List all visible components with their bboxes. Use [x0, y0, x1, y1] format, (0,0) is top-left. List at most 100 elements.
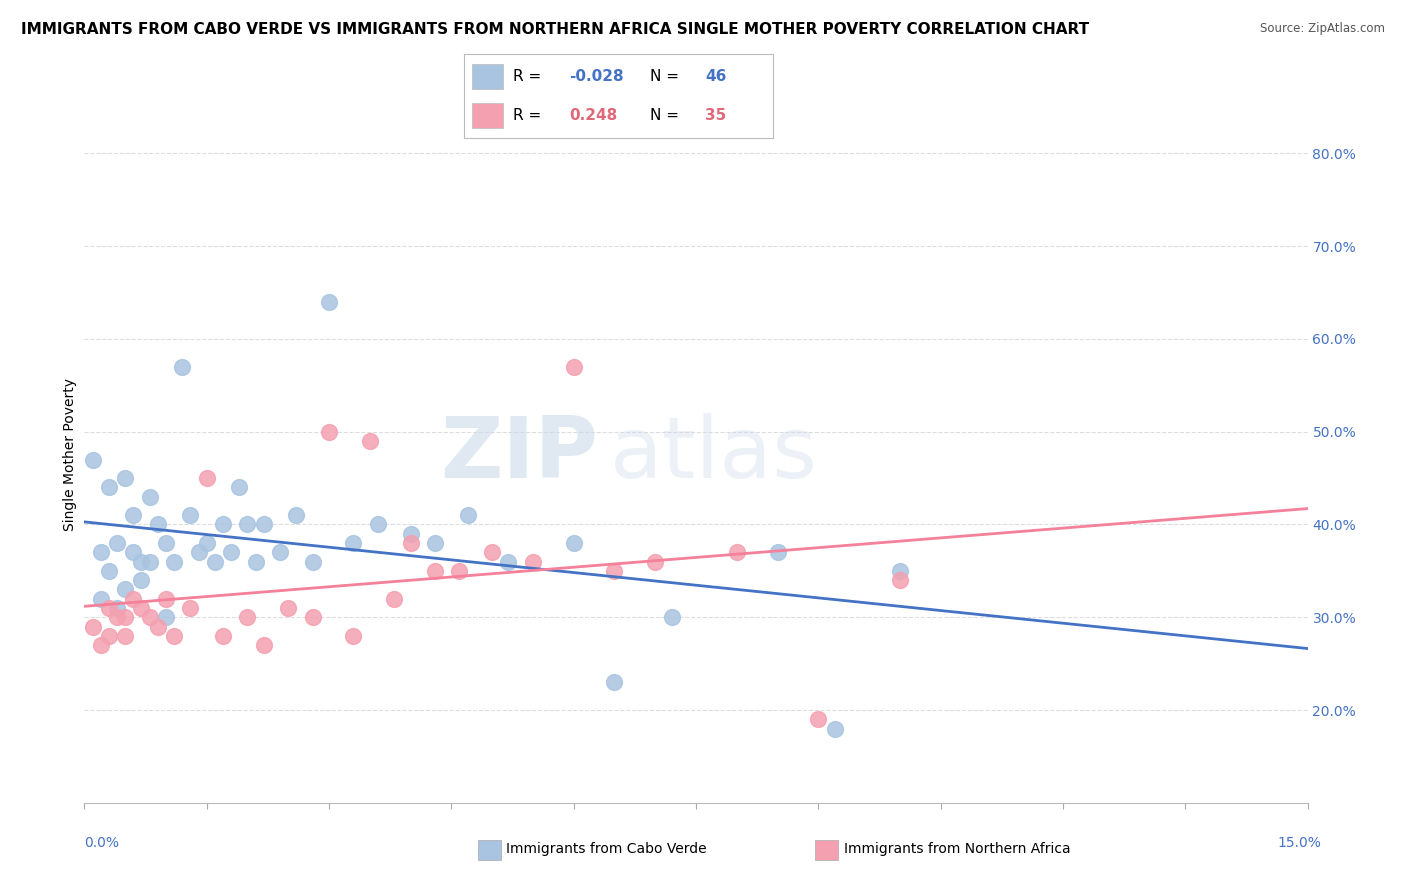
Text: 0.0%: 0.0% — [84, 836, 120, 850]
Text: atlas: atlas — [610, 413, 818, 497]
Point — [155, 591, 177, 606]
Point — [179, 508, 201, 523]
Point — [122, 591, 145, 606]
Point — [105, 601, 128, 615]
Text: -0.028: -0.028 — [569, 69, 624, 84]
Point — [449, 564, 471, 578]
Point — [399, 526, 422, 541]
Text: R =: R = — [513, 108, 551, 123]
Point — [187, 545, 209, 559]
Point — [114, 610, 136, 624]
Text: R =: R = — [513, 69, 547, 84]
Point — [644, 555, 666, 569]
Point — [301, 555, 323, 569]
Point — [90, 638, 112, 652]
Point — [359, 434, 381, 448]
Point — [423, 536, 446, 550]
Text: Immigrants from Northern Africa: Immigrants from Northern Africa — [844, 842, 1070, 856]
Point — [889, 573, 911, 587]
Point — [155, 610, 177, 624]
Point — [114, 629, 136, 643]
Point — [163, 629, 186, 643]
Point — [163, 555, 186, 569]
Point — [889, 564, 911, 578]
Point — [382, 591, 405, 606]
Point — [318, 294, 340, 309]
Text: IMMIGRANTS FROM CABO VERDE VS IMMIGRANTS FROM NORTHERN AFRICA SINGLE MOTHER POVE: IMMIGRANTS FROM CABO VERDE VS IMMIGRANTS… — [21, 22, 1090, 37]
Point — [122, 545, 145, 559]
Point — [131, 573, 153, 587]
Point — [807, 712, 830, 726]
Point — [122, 508, 145, 523]
Text: 46: 46 — [706, 69, 727, 84]
Point — [423, 564, 446, 578]
Point — [138, 555, 160, 569]
Point — [195, 471, 218, 485]
Point — [105, 536, 128, 550]
Point — [155, 536, 177, 550]
Point — [342, 629, 364, 643]
Text: N =: N = — [650, 108, 683, 123]
Point — [301, 610, 323, 624]
Point — [90, 591, 112, 606]
Point — [661, 610, 683, 624]
Point — [342, 536, 364, 550]
Point — [90, 545, 112, 559]
Point — [236, 610, 259, 624]
Point — [766, 545, 789, 559]
Point — [399, 536, 422, 550]
Point — [114, 471, 136, 485]
Text: Immigrants from Cabo Verde: Immigrants from Cabo Verde — [506, 842, 707, 856]
Point — [82, 619, 104, 633]
Point — [522, 555, 544, 569]
Point — [253, 638, 276, 652]
Point — [603, 675, 626, 690]
Point — [562, 359, 585, 374]
Text: N =: N = — [650, 69, 683, 84]
Point — [131, 555, 153, 569]
Text: 15.0%: 15.0% — [1278, 836, 1322, 850]
Point — [318, 425, 340, 439]
Point — [114, 582, 136, 597]
Point — [105, 610, 128, 624]
Point — [824, 722, 846, 736]
Text: 35: 35 — [706, 108, 727, 123]
Point — [236, 517, 259, 532]
Point — [82, 452, 104, 467]
Point — [204, 555, 226, 569]
Point — [97, 601, 120, 615]
Point — [146, 619, 169, 633]
Point — [367, 517, 389, 532]
Point — [481, 545, 503, 559]
Point — [269, 545, 291, 559]
Point — [212, 629, 235, 643]
Point — [97, 564, 120, 578]
Point — [562, 536, 585, 550]
Point — [131, 601, 153, 615]
Point — [138, 490, 160, 504]
Point — [725, 545, 748, 559]
Point — [212, 517, 235, 532]
Point — [253, 517, 276, 532]
Point — [285, 508, 308, 523]
Point — [179, 601, 201, 615]
Point — [146, 517, 169, 532]
Point — [138, 610, 160, 624]
Point — [195, 536, 218, 550]
Point — [603, 564, 626, 578]
Text: ZIP: ZIP — [440, 413, 598, 497]
Point — [228, 480, 250, 494]
Bar — [472, 63, 503, 89]
Point — [219, 545, 242, 559]
Y-axis label: Single Mother Poverty: Single Mother Poverty — [63, 378, 77, 532]
Text: 0.248: 0.248 — [569, 108, 617, 123]
Point — [498, 555, 520, 569]
Point — [97, 629, 120, 643]
Point — [277, 601, 299, 615]
Point — [457, 508, 479, 523]
Point — [97, 480, 120, 494]
Bar — [472, 103, 503, 128]
Point — [245, 555, 267, 569]
Text: Source: ZipAtlas.com: Source: ZipAtlas.com — [1260, 22, 1385, 36]
Point — [172, 359, 194, 374]
